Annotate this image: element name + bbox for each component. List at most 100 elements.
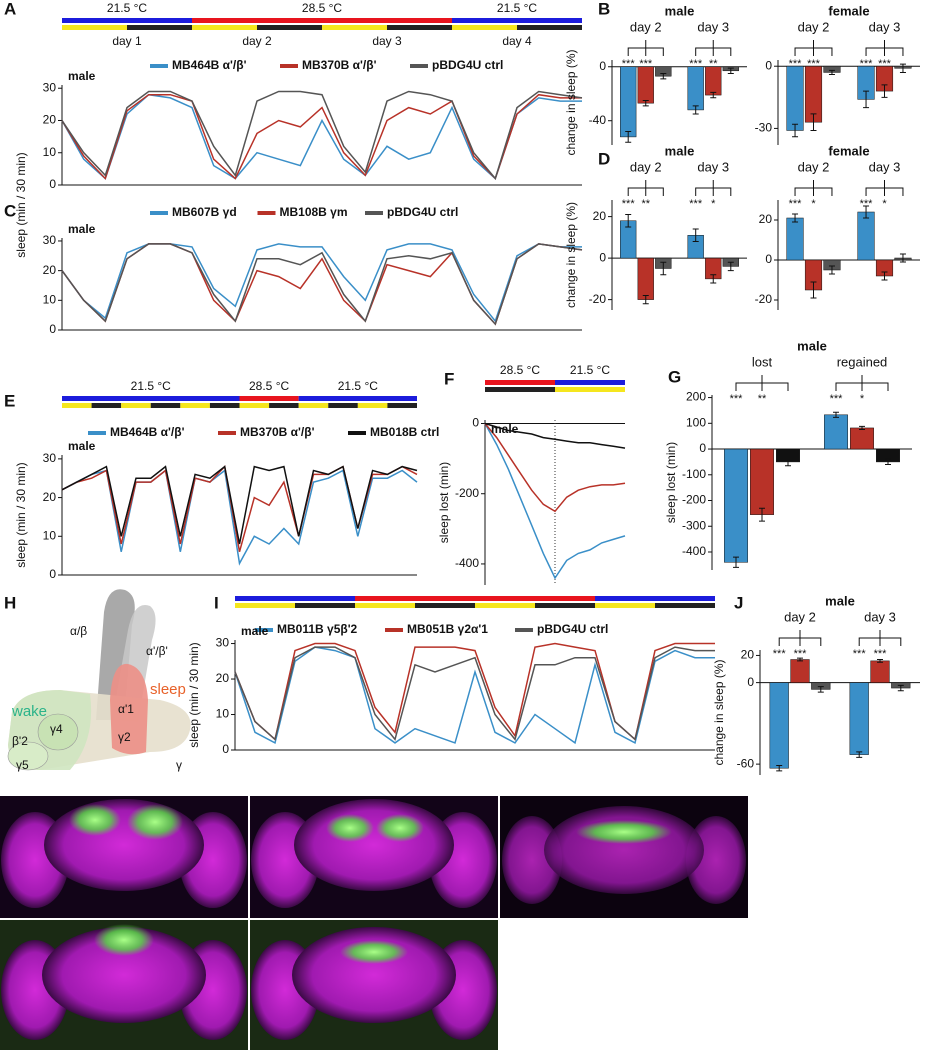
group-label: day 3 [869,19,901,34]
chart-title: female [828,143,869,158]
y-tick-label: 0 [49,177,56,191]
light-bar [357,403,388,408]
light-bar [150,403,181,408]
compartment-label: γ5 [16,758,29,772]
panel-label: I [214,593,219,612]
significance: * [811,198,816,210]
light-bar [62,25,127,30]
temperature-label: 21.5 °C [570,363,610,377]
legend-label: MB370B α'/β' [302,58,377,72]
group-label: day 2 [630,19,662,34]
light-bar [209,403,240,408]
bracket [627,180,664,196]
error-bar [859,425,865,430]
temperature-label: 28.5 °C [249,379,289,393]
y-tick-label: 10 [43,292,57,306]
light-bar [295,603,355,608]
y-axis-label: sleep (min / 30 min) [187,642,201,747]
error-bar [625,214,632,228]
series-line [61,469,418,566]
error-bar [692,105,699,115]
temperature-bar [485,380,555,385]
bar [705,66,722,96]
series-line [61,243,582,323]
panel-label: G [668,367,681,386]
series-line [484,423,626,513]
annotation: male [68,69,96,83]
compartment-label: γ2 [118,730,131,744]
group-label: day 3 [697,159,729,174]
y-tick-label: -60 [737,756,755,770]
bracket [858,630,902,646]
group-label: day 2 [798,159,830,174]
error-bar [877,659,883,663]
significance: *** [794,648,808,660]
y-tick-label: 20 [593,209,607,223]
group-label: day 2 [784,609,816,624]
bracket [627,40,664,56]
y-tick-label: 10 [43,145,57,159]
light-bar [387,25,452,30]
group-label: day 3 [697,19,729,34]
chart-title: male [797,338,827,353]
bracket [735,375,789,391]
y-tick-label: -30 [755,121,773,135]
temperature-bar [62,396,240,401]
temperature-bar [239,396,299,401]
chart-title: female [828,3,869,18]
chart-title: male [665,3,695,18]
series-line [234,646,715,745]
temperature-bar [235,596,355,601]
y-tick-label: 100 [686,415,706,429]
light-bar [655,603,715,608]
bar [637,257,654,300]
panel-label: F [444,369,454,388]
error-bar [660,72,667,80]
error-bar [797,657,803,662]
y-tick-label: -40 [589,113,607,127]
error-bar [863,90,870,109]
group-label: day 3 [869,159,901,174]
error-bar [885,458,891,465]
series-line [234,646,715,742]
light-bar [239,403,270,408]
significance: ** [758,393,767,405]
series-line [61,93,582,180]
y-axis-label: sleep (min / 30 min) [14,462,28,567]
significance: *** [773,648,787,660]
annotation: male [491,422,519,436]
y-tick-label: -400 [682,544,706,558]
bracket [794,40,833,56]
series-line [61,243,583,326]
y-axis-label: sleep lost (min) [664,442,678,523]
significance: *** [853,648,867,660]
significance: *** [874,648,888,660]
significance: * [711,198,716,210]
error-bar [899,63,906,73]
bar [687,66,704,111]
series-line [61,465,418,545]
day-label: day 2 [242,34,272,48]
bar [824,414,848,450]
light-bar [257,25,322,30]
legend-label: MB108B γm [280,205,348,219]
bar [857,211,875,261]
light-bar [355,603,415,608]
error-bar [899,253,906,263]
light-bar [555,387,625,392]
light-bar [475,603,535,608]
panel-label: B [598,0,610,18]
temperature-label: 21.5 °C [338,379,378,393]
y-tick-label: 20 [43,113,57,127]
y-axis-label: change in sleep (%) [712,659,726,765]
group-label: day 2 [798,19,830,34]
panel-label: J [734,593,743,612]
y-tick-label: 30 [216,636,230,650]
light-bar [387,403,417,408]
annotation: male [241,624,269,638]
light-bar [595,603,655,608]
y-tick-label: 0 [599,250,606,264]
y-tick-label: 10 [216,707,230,721]
group-label: lost [752,354,773,369]
